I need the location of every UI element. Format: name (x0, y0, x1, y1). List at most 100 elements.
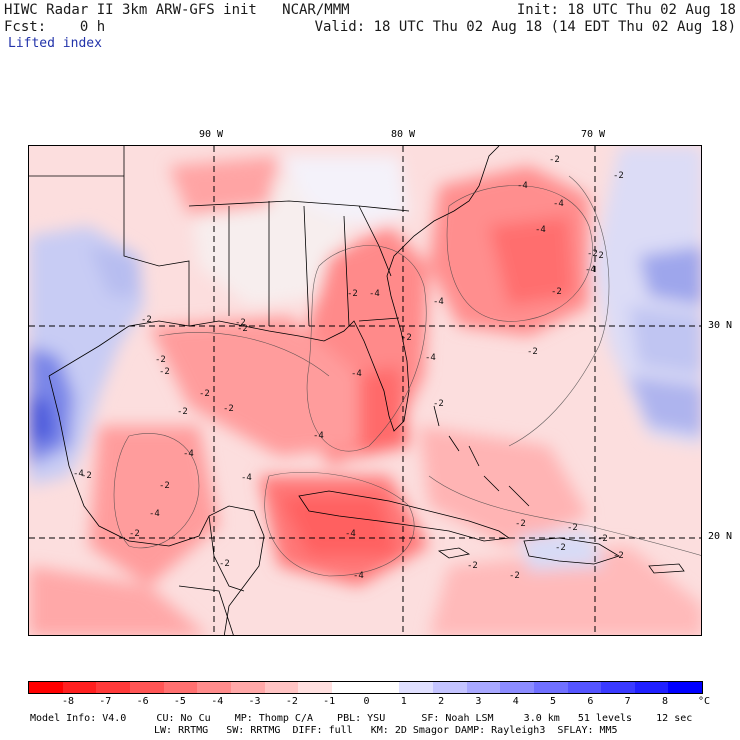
colorbar-tick-label: -3 (248, 696, 261, 707)
forecast-hour: Fcst: 0 h (4, 19, 106, 35)
colorbar-cell (567, 682, 602, 693)
colorbar-cell (432, 682, 467, 693)
contour-label: -2 (347, 289, 358, 299)
contour-label: -4 (241, 473, 252, 483)
colorbar-tick-label: -6 (136, 696, 149, 707)
contour-label: -2 (549, 155, 560, 165)
colorbar-cell (230, 682, 265, 693)
contour-label: -4 (553, 199, 564, 209)
model-info-line1: Model Info: V4.0 CU: No Cu MP: Thomp C/A… (30, 713, 693, 724)
colorbar-cell (264, 682, 299, 693)
colorbar-cell (163, 682, 198, 693)
colorbar-cell (96, 682, 130, 693)
contour-label: -2 (235, 318, 246, 328)
contour-label: -2 (555, 543, 566, 553)
contour-label: -4 (433, 297, 444, 307)
contour-label: -2 (155, 355, 166, 365)
colorbar-cell (399, 682, 433, 693)
contour-label: -2 (219, 559, 230, 569)
valid-time: Valid: 18 UTC Thu 02 Aug 18 (14 EDT Thu … (314, 19, 736, 35)
colorbar-tick-label: -7 (99, 696, 112, 707)
contour-label: -4 (353, 571, 364, 581)
contour-label: -4 (149, 509, 160, 519)
colorbar-unit: °C (697, 696, 711, 707)
colorbar-tick-label: 5 (550, 696, 557, 707)
contour-label: -4 (517, 181, 528, 191)
li-contours (113, 175, 701, 577)
colorbar-tick-label: -5 (173, 696, 186, 707)
contour-label: -2 (159, 367, 170, 377)
colorbar-tick-label: 2 (438, 696, 445, 707)
contour-label-group: -2 -4 -2 -4 -2 -4 -2 -4 -2 -2 -4 -2 -4 -… (73, 155, 624, 581)
contour-label: -4 (345, 529, 356, 539)
contour-label: -2 (587, 249, 598, 259)
contour-label: -2 (223, 404, 234, 414)
colorbar-tick-label: -8 (61, 696, 75, 707)
graticule (29, 146, 701, 635)
contour-label: -4 (535, 225, 546, 235)
lon-label-90w: 90 W (199, 129, 224, 140)
contour-label: -2 (467, 561, 478, 571)
map-panel: -2 -4 -2 -4 -2 -4 -2 -4 -2 -2 -4 -2 -4 -… (28, 145, 702, 636)
contour-label: -2 (515, 519, 526, 529)
contour-label: -2 (593, 251, 604, 261)
colorbar-cell (197, 682, 231, 693)
contour-label: -4 (183, 449, 194, 459)
contour-label: -2 (177, 407, 188, 417)
contour-label: -2 (129, 529, 140, 539)
contour-label: -2 (567, 523, 578, 533)
colorbar-tick-label: 1 (400, 696, 407, 707)
colorbar-tick-label: -1 (323, 696, 336, 707)
contour-label: -2 (81, 471, 92, 481)
contour-label: -4 (425, 353, 436, 363)
colorbar-cell (533, 682, 568, 693)
colorbar-tick-label: 7 (624, 696, 631, 707)
contour-label: -4 (351, 369, 362, 379)
colorbar-tick-label: 3 (475, 696, 482, 707)
colorbar-cell (62, 682, 97, 693)
contour-label: -4 (369, 289, 380, 299)
lat-label-20n: 20 N (708, 531, 733, 542)
model-info-line2: LW: RRTMG SW: RRTMG DIFF: full KM: 2D Sm… (154, 725, 618, 736)
lon-label-80w: 80 W (391, 129, 416, 140)
contour-label: -4 (585, 265, 596, 275)
contour-label: -2 (613, 171, 624, 181)
colorbar-tick-label: 4 (512, 696, 519, 707)
contour-label: -2 (597, 534, 608, 544)
lon-label-70w: 70 W (581, 129, 606, 140)
contour-label: -2 (509, 571, 520, 581)
colorbar-cell (466, 682, 501, 693)
contour-label: -2 (401, 333, 412, 343)
contour-label: -4 (73, 469, 84, 479)
colorbar (28, 681, 703, 694)
colorbar-cell (668, 682, 703, 693)
init-time: Init: 18 UTC Thu 02 Aug 18 (516, 2, 736, 18)
contour-label: -2 (527, 347, 538, 357)
contour-label: -2 (199, 389, 210, 399)
colorbar-tick-label: 6 (587, 696, 594, 707)
colorbar-tick-label: 0 (363, 696, 370, 707)
colorbar-cell (365, 682, 400, 693)
colorbar-cell (634, 682, 669, 693)
colorbar-cell (331, 682, 366, 693)
contour-label: -2 (433, 399, 444, 409)
contour-label: -2 (159, 481, 170, 491)
contour-label: -2 (613, 551, 624, 561)
colorbar-tick-label: -2 (285, 696, 298, 707)
field-name: Lifted index (8, 36, 102, 51)
contour-label: -2 (551, 287, 562, 297)
colorbar-cell (129, 682, 164, 693)
coastlines (29, 146, 685, 635)
lat-label-30n: 30 N (708, 320, 733, 331)
colorbar-cell (601, 682, 635, 693)
lifted-index-map: -2 -4 -2 -4 -2 -4 -2 -4 -2 -2 -4 -2 -4 -… (29, 146, 701, 635)
colorbar-tick-label: -4 (211, 696, 224, 707)
colorbar-cell (500, 682, 534, 693)
colorbar-cell (298, 682, 332, 693)
colorbar-cell (29, 682, 63, 693)
colorbar-tick-label: 8 (661, 696, 669, 707)
contour-label: -2 (141, 315, 152, 325)
product-title: HIWC Radar II 3km ARW-GFS init NCAR/MMM (4, 2, 350, 18)
contour-label: -4 (313, 431, 324, 441)
contour-label: -2 (237, 324, 248, 334)
